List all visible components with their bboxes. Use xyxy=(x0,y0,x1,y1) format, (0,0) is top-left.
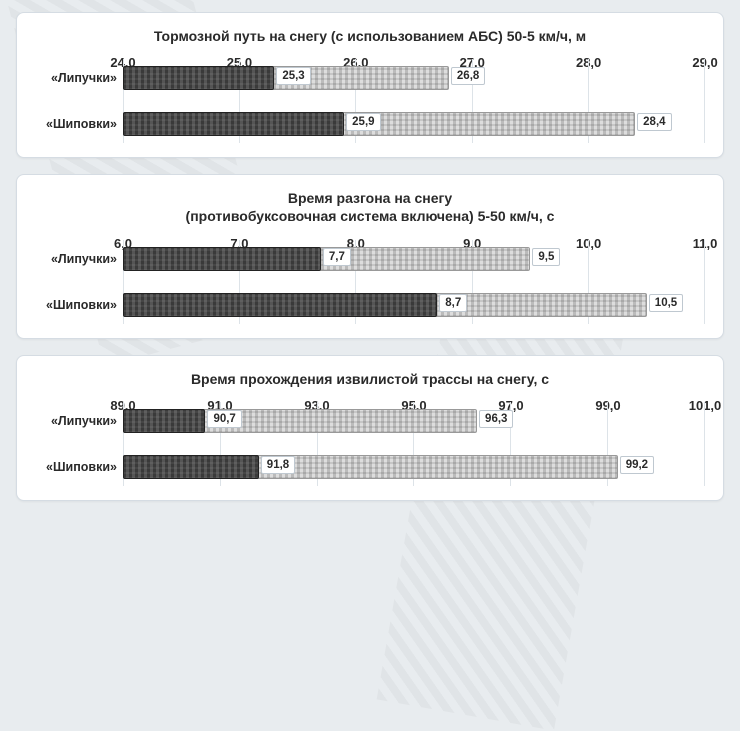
bar-row: «Шиповки»25,928,4 xyxy=(123,109,705,139)
chart-title-line: Время прохождения извилистой трассы на с… xyxy=(35,370,705,388)
chart-title-line: (противобуксовочная система включена) 5-… xyxy=(35,207,705,225)
value-badge-low: 25,9 xyxy=(346,113,380,131)
bar-low xyxy=(123,112,344,136)
chart-panel: Тормозной путь на снегу (с использование… xyxy=(16,12,724,158)
category-label: «Липучки» xyxy=(35,71,117,85)
chart-panel: Время прохождения извилистой трассы на с… xyxy=(16,355,724,501)
bar-row: «Шиповки»8,710,5 xyxy=(123,290,705,320)
bar-low xyxy=(123,293,437,317)
chart-title-line: Тормозной путь на снегу (с использование… xyxy=(35,27,705,45)
value-badge-low: 90,7 xyxy=(207,410,241,428)
bar-low xyxy=(123,409,205,433)
value-badge-low: 25,3 xyxy=(276,67,310,85)
value-badge-low: 7,7 xyxy=(323,248,351,266)
chart-panel: Время разгона на снегу(противобуксовочна… xyxy=(16,174,724,338)
bars-area: «Липучки»90,796,3«Шиповки»91,899,2 xyxy=(123,406,705,482)
bar-row: «Шиповки»91,899,2 xyxy=(123,452,705,482)
chart-title: Тормозной путь на снегу (с использование… xyxy=(35,27,705,45)
chart-title: Время разгона на снегу(противобуксовочна… xyxy=(35,189,705,225)
value-badge-high: 9,5 xyxy=(532,248,560,266)
bar-row: «Липучки»90,796,3 xyxy=(123,406,705,436)
bars-area: «Липучки»25,326,8«Шиповки»25,928,4 xyxy=(123,63,705,139)
category-label: «Липучки» xyxy=(35,252,117,266)
category-label: «Шиповки» xyxy=(35,460,117,474)
value-badge-high: 26,8 xyxy=(451,67,485,85)
category-label: «Шиповки» xyxy=(35,117,117,131)
value-badge-high: 10,5 xyxy=(649,294,683,312)
bar-low xyxy=(123,66,274,90)
bars-area: «Липучки»7,79,5«Шиповки»8,710,5 xyxy=(123,244,705,320)
bar-low xyxy=(123,247,321,271)
chart-title-line: Время разгона на снегу xyxy=(35,189,705,207)
chart-area: 89,091,093,095,097,099,0101,0«Липучки»90… xyxy=(35,398,705,482)
value-badge-high: 99,2 xyxy=(620,456,654,474)
category-label: «Липучки» xyxy=(35,414,117,428)
bar-row: «Липучки»7,79,5 xyxy=(123,244,705,274)
value-badge-high: 28,4 xyxy=(637,113,671,131)
chart-area: 24,025,026,027,028,029,0«Липучки»25,326,… xyxy=(35,55,705,139)
category-label: «Шиповки» xyxy=(35,298,117,312)
value-badge-high: 96,3 xyxy=(479,410,513,428)
chart-area: 6,07,08,09,010,011,0«Липучки»7,79,5«Шипо… xyxy=(35,236,705,320)
bar-row: «Липучки»25,326,8 xyxy=(123,63,705,93)
value-badge-low: 91,8 xyxy=(261,456,295,474)
bar-low xyxy=(123,455,259,479)
value-badge-low: 8,7 xyxy=(439,294,467,312)
chart-title: Время прохождения извилистой трассы на с… xyxy=(35,370,705,388)
